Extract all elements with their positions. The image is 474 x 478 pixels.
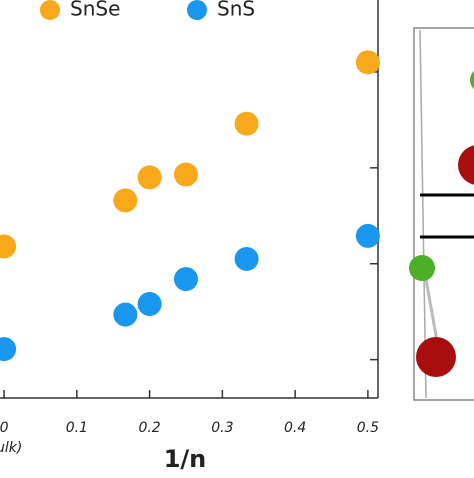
atom-sn [458,145,474,185]
x-tick-label: 0.4 [284,420,306,436]
x-tick-label: 0 [0,420,9,436]
point [234,111,259,136]
x-tick-label: 0.5 [357,420,379,436]
legend-marker [187,0,207,20]
x-tick-label: 0.2 [138,420,160,436]
legend-label: SnS [217,0,255,21]
point [173,162,198,187]
atom-s [470,71,474,89]
point [355,223,380,248]
atom-sn [416,337,456,377]
point [0,337,17,362]
atom-s [409,255,435,281]
crystal-structure [409,27,474,401]
point [355,50,380,75]
legend-label: SnSe [70,0,120,21]
point [137,292,162,317]
x-tick-label: 0.3 [211,420,233,436]
point [173,267,198,292]
x-tick-label: 0.1 [66,420,88,436]
x-axis-label: 1/n [164,445,207,473]
point [234,246,259,271]
point [113,302,138,327]
point [137,165,162,190]
point [113,188,138,213]
bond [419,29,427,399]
x-tick-note: ulk) [0,440,22,456]
point [0,234,17,259]
structure-frame [413,27,474,401]
legend-marker [40,0,60,20]
